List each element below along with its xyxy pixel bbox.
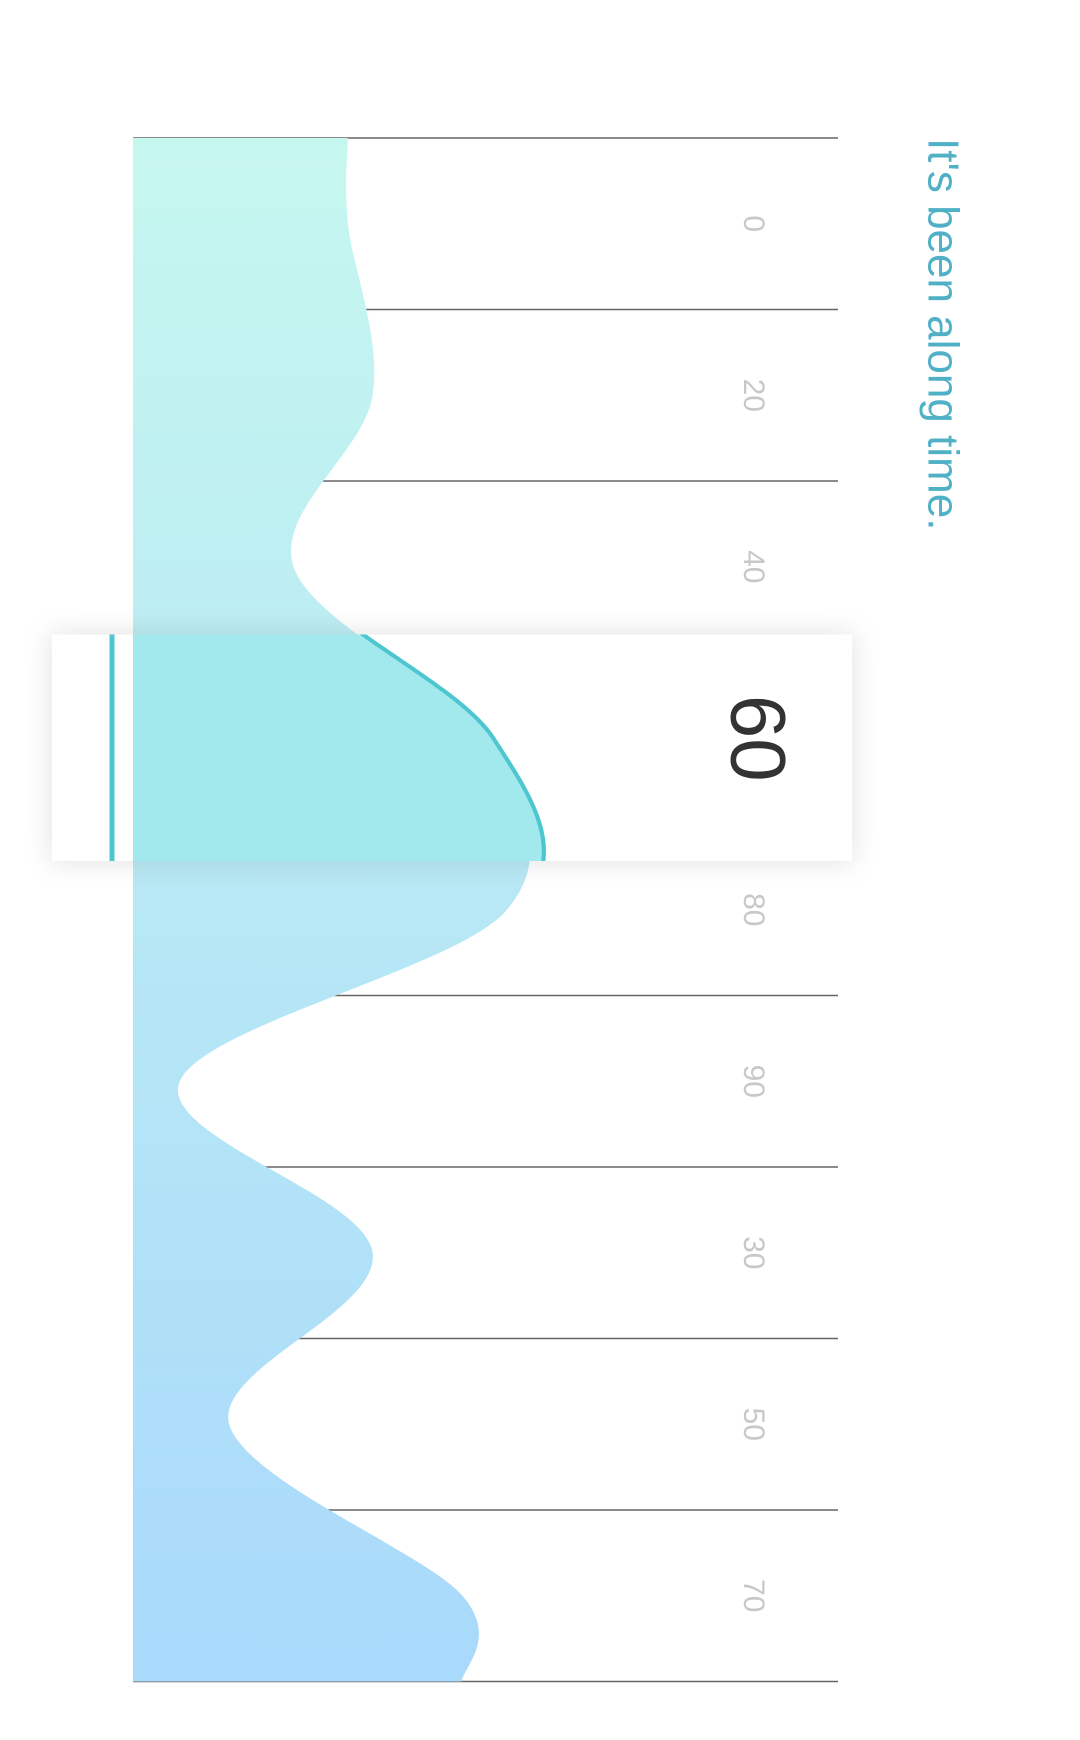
tick-label: 30	[737, 1236, 770, 1269]
tick-label: 20	[737, 379, 770, 412]
tick-label: 40	[737, 550, 770, 583]
area-series	[133, 138, 529, 1682]
selected-value-label: 60	[714, 695, 802, 782]
tick-label: 0	[737, 215, 770, 232]
selected-band[interactable]: 60	[52, 138, 852, 1682]
tick-labels: 0 20 40 80 90 30 50 70	[737, 215, 770, 1612]
caption: It's been along time.	[918, 138, 967, 530]
tick-label: 80	[737, 893, 770, 926]
area-series-outline	[173, 137, 531, 1682]
tick-label: 70	[737, 1579, 770, 1612]
tick-label: 50	[737, 1408, 770, 1441]
tick-label: 90	[737, 1065, 770, 1098]
